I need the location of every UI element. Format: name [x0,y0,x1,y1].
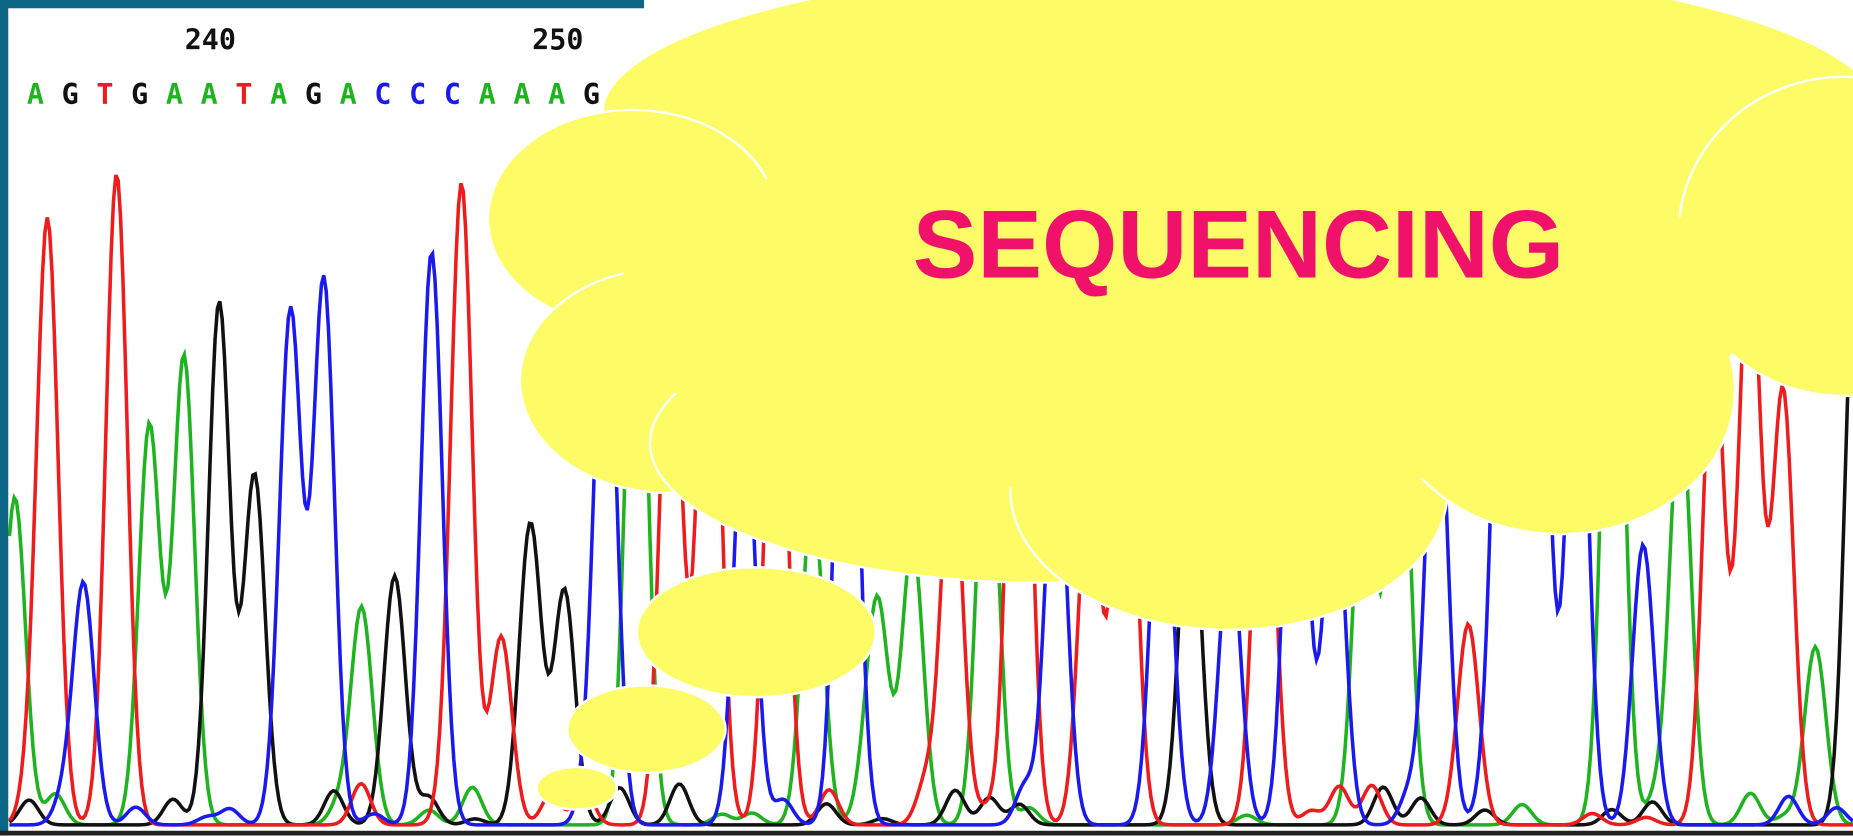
base-call: A [201,78,218,111]
title: SEQUENCING [913,190,1564,299]
position-label: 250 [532,24,583,57]
base-call: G [62,78,79,111]
base-call: G [583,78,600,111]
thought-bubble [537,767,617,810]
page: AGTGAATAGACCCAAAG 240 250 SEQUENCING (()… [0,0,1853,836]
base-call: G [131,78,148,111]
base-call: C [409,78,426,111]
base-call: A [340,78,357,111]
base-call: A [479,78,496,111]
position-label: 240 [185,24,236,57]
base-call: C [444,78,461,111]
frame-left [0,0,8,836]
frame-top [0,0,644,8]
base-call: T [235,78,252,111]
base-call: G [305,78,322,111]
base-call: A [270,78,287,111]
thought-bubble [567,685,725,772]
base-call: A [27,78,44,111]
scene-group: AGTGAATAGACCCAAAG 240 250 SEQUENCING [0,0,1853,836]
base-call: A [166,78,183,111]
base-call: C [374,78,391,111]
cloud-core [615,118,1749,496]
base-call: A [548,78,565,111]
frame-bottom [0,831,1853,836]
slide: AGTGAATAGACCCAAAG 240 250 SEQUENCING [0,0,1853,836]
base-call: T [96,78,113,111]
base-call: A [513,78,530,111]
thought-bubble [637,567,876,697]
